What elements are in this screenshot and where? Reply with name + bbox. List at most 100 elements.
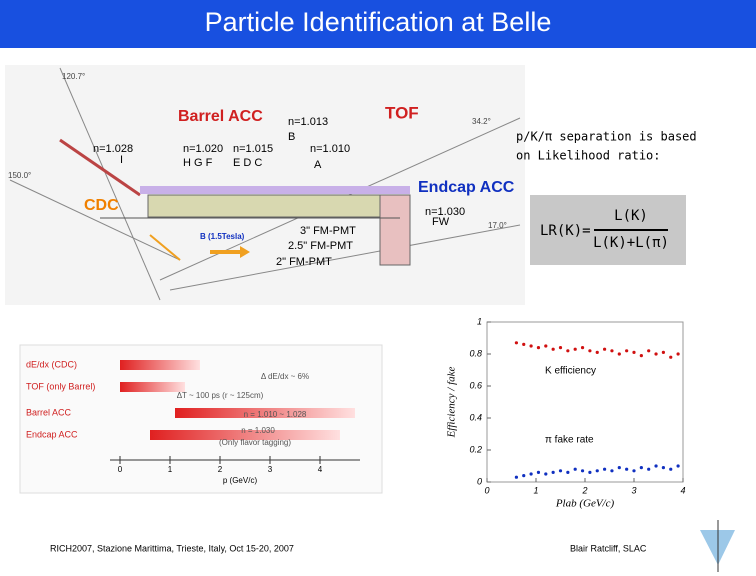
coverage-frame	[19, 344, 383, 494]
detector-label: B	[288, 131, 295, 143]
y-tick-label: 0	[477, 476, 482, 486]
y-tick-label: 0.8	[469, 348, 482, 358]
data-point	[632, 469, 636, 473]
row-label: Barrel ACC	[26, 407, 72, 417]
annotation: (Only flavor tagging)	[219, 438, 291, 447]
data-point	[551, 470, 555, 474]
x-tick-label: 0	[484, 485, 489, 495]
coverage-chart: dE/dx (CDC) TOF (only Barrel) Barrel ACC En…	[26, 359, 360, 485]
data-point	[529, 344, 533, 348]
x-tick-label: 0	[118, 465, 123, 474]
row-label: dE/dx (CDC)	[26, 359, 77, 369]
data-point	[580, 469, 585, 473]
data-point	[536, 470, 541, 474]
row-label: TOF (only Barrel)	[26, 381, 95, 391]
x-tick-label: 1	[168, 465, 173, 474]
data-point	[661, 466, 666, 470]
detector-label: FW	[432, 216, 450, 228]
y-tick-label: 0.4	[469, 412, 482, 422]
data-point	[558, 346, 563, 350]
x-tick-label: 2	[581, 485, 587, 495]
detector-label: n=1.020	[183, 143, 223, 155]
detector-label: 34.2°	[472, 117, 491, 126]
data-point	[639, 466, 643, 470]
x-tick-label: 3	[631, 485, 636, 495]
data-point	[610, 349, 614, 353]
annotation: n = 1.010 ~ 1.028	[244, 410, 307, 419]
series-label: π fake rate	[545, 435, 594, 446]
detector-label: 3" FM-PMT	[300, 225, 356, 237]
data-point	[544, 472, 548, 476]
detector-label: n=1.013	[288, 116, 328, 128]
data-point	[661, 350, 666, 354]
range-bar	[175, 408, 355, 418]
angle-line	[59, 67, 161, 301]
detector-labels: 120.7° Barrel ACC n=1.013 TOF 34.2° Bn=1.028 n…	[8, 72, 515, 268]
annotation: Δ dE/dx ~ 6%	[261, 372, 309, 381]
title-bar	[0, 0, 756, 48]
y-tick-label: 0.2	[469, 444, 482, 454]
logo	[700, 520, 735, 572]
data-point	[566, 470, 570, 474]
data-point	[514, 341, 519, 345]
data-point	[558, 469, 563, 473]
data-point	[676, 464, 680, 468]
detector-label: n=1.028	[93, 143, 133, 155]
range-bar	[120, 382, 185, 392]
detector-label: Endcap ACC	[418, 179, 515, 196]
detector-label: Barrel ACC	[178, 108, 263, 125]
formula-num: L(K)	[614, 208, 648, 224]
data-point	[603, 347, 607, 351]
range-bar	[120, 360, 200, 370]
data-point	[514, 475, 519, 479]
detector-label: 120.7°	[62, 72, 85, 81]
plot-frame	[486, 321, 684, 483]
data-point	[580, 346, 585, 350]
data-point	[536, 346, 541, 350]
data-point	[573, 347, 577, 351]
x-axis-label: p (GeV/c)	[223, 476, 258, 485]
data-point	[573, 467, 577, 471]
data-point	[551, 347, 555, 351]
data-point	[625, 467, 629, 471]
data-point	[669, 355, 673, 359]
slide-title: Particle Identification at Belle	[205, 7, 552, 37]
data-point	[625, 349, 629, 353]
x-tick-label: 1	[533, 485, 538, 495]
data-point	[654, 352, 658, 356]
data-point	[566, 349, 570, 353]
endcap-acc	[379, 194, 411, 266]
x-tick-label: 4	[680, 485, 685, 495]
detector-label: 2" FM-PMT	[276, 256, 332, 268]
footer-left: RICH2007, Stazione Marittima, Trieste, I…	[50, 543, 294, 553]
detector-label: B (1.5Tesla)	[200, 232, 245, 241]
x-tick-label: 2	[218, 465, 223, 474]
angle-line	[169, 224, 521, 291]
detector-label: n=1.030	[425, 206, 465, 218]
tof-strip	[140, 186, 410, 194]
cdc-arrow	[149, 234, 181, 261]
detector-label: 150.0°	[8, 171, 31, 180]
detector-label: n=1.010	[310, 143, 350, 155]
text-line: p/K/π separation is based	[516, 130, 697, 144]
data-point	[647, 467, 651, 471]
y-tick-label: 1	[477, 316, 482, 326]
data-point	[588, 349, 592, 353]
footer-right: Blair Ratcliff, SLAC	[570, 543, 647, 553]
data-point	[632, 350, 636, 354]
data-point	[522, 342, 526, 346]
x-tick-label: 3	[268, 465, 273, 474]
detector-diagram	[5, 65, 525, 305]
detector-label: 2.5" FM-PMT	[288, 240, 353, 252]
data-point	[522, 474, 526, 478]
data-point	[647, 349, 651, 353]
x-tick-label: 4	[318, 465, 323, 474]
data-point	[595, 469, 599, 473]
y-axis-label: Efficiency / fake	[446, 366, 458, 438]
detector-label: I	[120, 154, 123, 166]
efficiency-chart: 0 0.2 0.4 0.6 0.8 1 0 1 2 3 4 Plab (GeV/c) Efficienc…	[446, 316, 686, 509]
angle-line	[9, 179, 181, 261]
data-point	[595, 350, 599, 354]
